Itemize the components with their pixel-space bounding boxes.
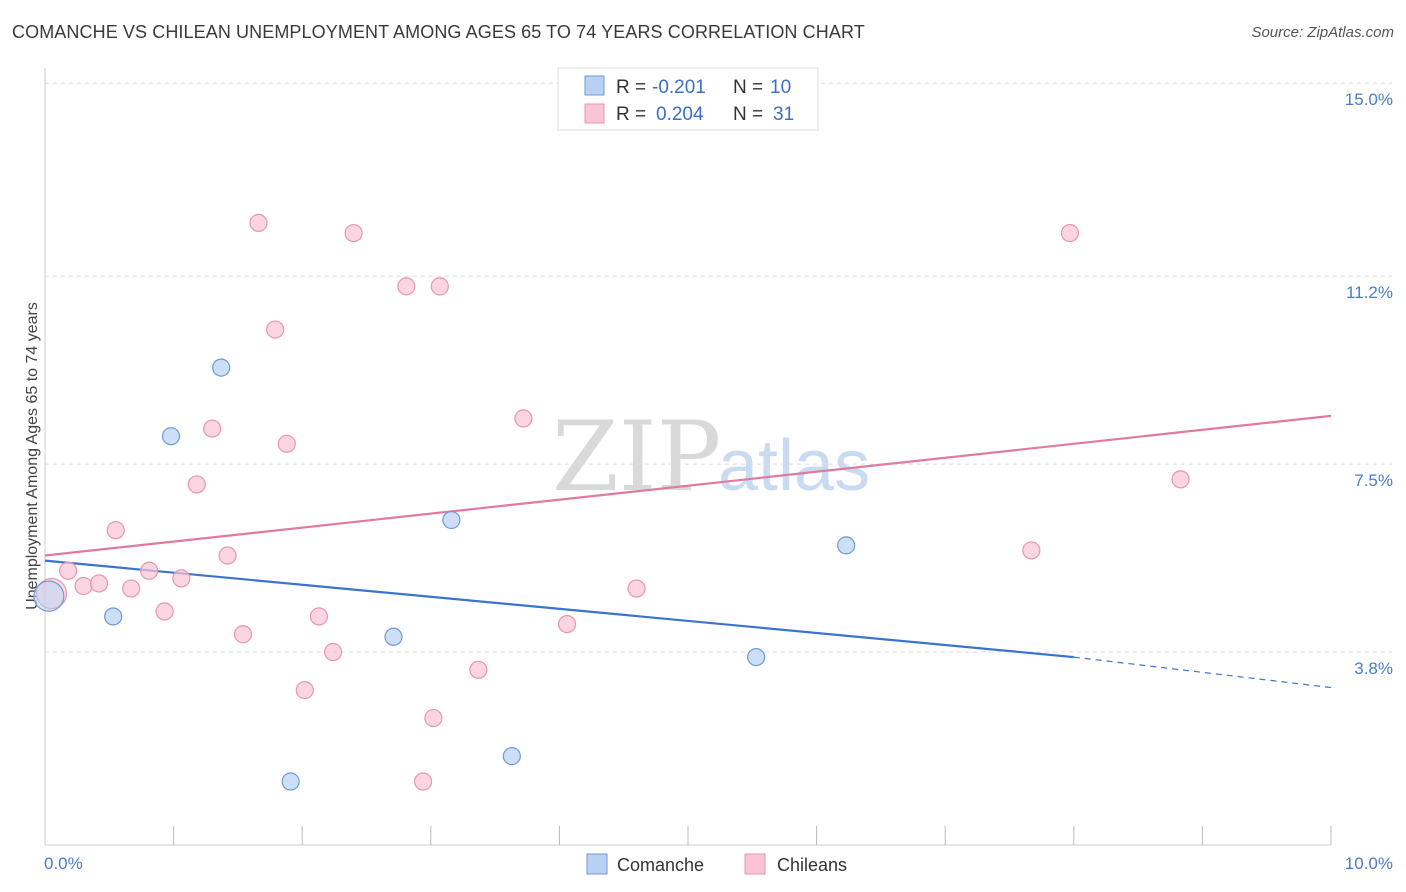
point-chileans-25 xyxy=(514,409,533,428)
point-chileans-9 xyxy=(187,475,206,494)
series-legend-label-chileans: Chileans xyxy=(777,855,847,875)
point-comanche-8 xyxy=(747,647,766,667)
x-tick-label-max: 10.0% xyxy=(1345,854,1393,873)
point-chileans-5 xyxy=(122,579,141,598)
point-chileans-28 xyxy=(1022,541,1041,560)
point-chileans-10 xyxy=(203,419,222,438)
watermark-zip: ZIP xyxy=(552,401,721,513)
point-chileans-15 xyxy=(277,434,296,453)
series-legend-swatch-comanche xyxy=(586,853,608,875)
point-chileans-1 xyxy=(59,561,78,580)
stats-legend: R = -0.201 N = 10 R = 0.204 N = 31 xyxy=(557,67,819,131)
point-comanche-3 xyxy=(212,358,231,377)
point-comanche-4 xyxy=(281,772,300,791)
point-comanche-9 xyxy=(837,536,856,555)
point-chileans-23 xyxy=(430,277,449,296)
legend-n-label-comanche: N = xyxy=(733,77,763,98)
series-legend-label-comanche: Comanche xyxy=(617,855,704,875)
x-tick-label-min: 0.0% xyxy=(44,854,83,873)
point-chileans-11 xyxy=(218,546,237,565)
y-axis-label: Unemployment Among Ages 65 to 74 years xyxy=(24,302,41,610)
x-ticks xyxy=(173,826,1332,845)
point-chileans-6 xyxy=(140,561,159,580)
point-comanche-1 xyxy=(104,607,123,626)
trend-line-comanche xyxy=(44,559,1074,659)
chart-title: COMANCHE VS CHILEAN UNEMPLOYMENT AMONG A… xyxy=(12,22,865,42)
point-chileans-18 xyxy=(323,642,343,662)
point-chileans-20 xyxy=(397,277,416,296)
point-chileans-7 xyxy=(155,602,174,621)
point-chileans-3 xyxy=(89,574,109,593)
trend-lines xyxy=(44,414,1332,689)
point-chileans-4 xyxy=(106,521,125,540)
point-chileans-22 xyxy=(424,708,443,728)
point-chileans-29 xyxy=(1060,223,1080,243)
gridlines xyxy=(45,82,1392,653)
y-tick-label-1: 7.5% xyxy=(1354,471,1393,490)
y-tick-label-3: 15.0% xyxy=(1345,90,1393,109)
legend-r-value-comanche: -0.201 xyxy=(652,77,706,98)
point-chileans-12 xyxy=(233,625,253,644)
y-tick-label-2: 11.2% xyxy=(1346,283,1393,302)
point-chileans-24 xyxy=(469,660,488,679)
trend-line-comanche-extension xyxy=(1073,656,1332,689)
data-points xyxy=(33,213,1190,791)
point-chileans-16 xyxy=(295,681,314,700)
point-chileans-26 xyxy=(558,614,577,634)
series-legend: Comanche Chileans xyxy=(586,853,847,875)
legend-n-value-comanche: 10 xyxy=(770,77,791,98)
legend-n-label-chileans: N = xyxy=(733,104,763,125)
legend-swatch-comanche xyxy=(584,75,605,96)
legend-swatch-chileans xyxy=(584,103,605,124)
legend-n-value-chileans: 31 xyxy=(773,104,794,125)
source-label: Source: ZipAtlas.com xyxy=(1251,24,1394,41)
point-chileans-8 xyxy=(172,569,191,588)
point-comanche-5 xyxy=(384,627,403,646)
watermark-atlas: atlas xyxy=(718,426,870,506)
point-chileans-2 xyxy=(74,576,93,596)
y-tick-labels: 3.8% 7.5% 11.2% 15.0% xyxy=(1345,90,1393,678)
series-legend-swatch-chileans xyxy=(744,853,766,875)
point-chileans-21 xyxy=(413,772,433,791)
legend-r-label-comanche: R = xyxy=(616,77,646,98)
legend-r-value-chileans: 0.204 xyxy=(656,104,704,125)
y-tick-label-0: 3.8% xyxy=(1354,659,1393,678)
point-comanche-7 xyxy=(502,747,521,766)
point-chileans-19 xyxy=(344,223,363,243)
point-comanche-0 xyxy=(33,580,65,612)
point-comanche-2 xyxy=(161,427,181,446)
point-chileans-14 xyxy=(266,320,285,339)
legend-r-label-chileans: R = xyxy=(616,104,646,125)
point-chileans-13 xyxy=(249,213,268,232)
point-chileans-27 xyxy=(627,579,646,598)
point-chileans-17 xyxy=(309,607,329,626)
point-chileans-30 xyxy=(1171,470,1190,489)
trend-line-chileans xyxy=(44,414,1332,557)
point-comanche-6 xyxy=(442,510,461,530)
